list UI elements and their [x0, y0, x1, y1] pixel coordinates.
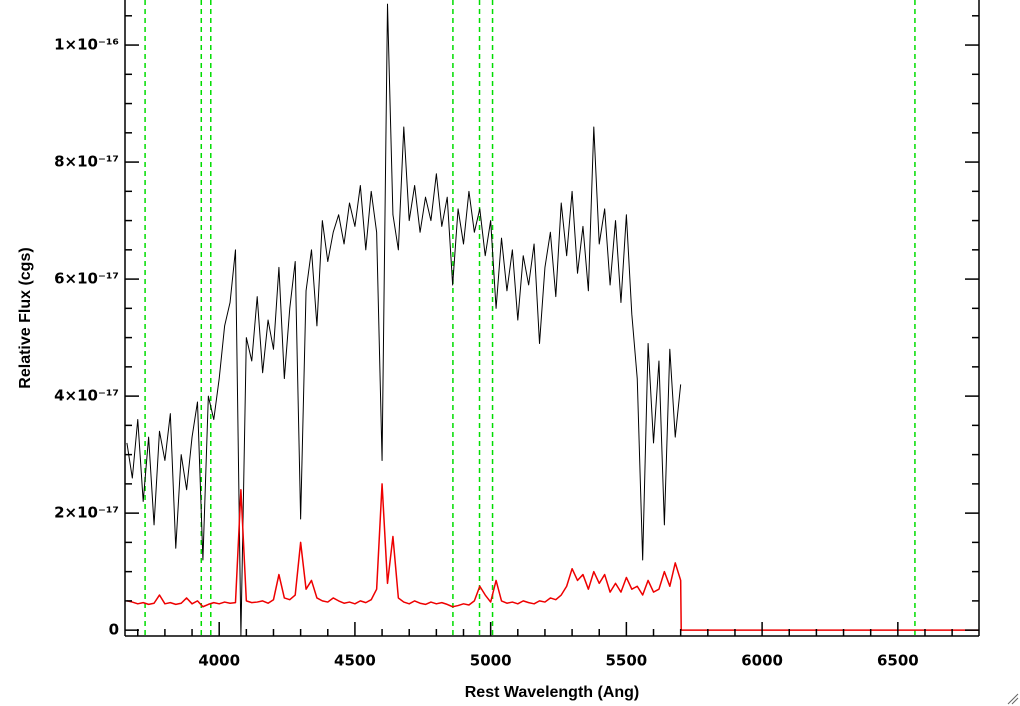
y-tick-label: 8×10⁻¹⁷: [54, 153, 119, 171]
x-tick-label: 6000: [741, 652, 783, 670]
resize-grip: [1007, 693, 1019, 705]
y-tick-label: 4×10⁻¹⁷: [54, 387, 119, 405]
x-tick-label: 5000: [470, 652, 512, 670]
x-tick-label: 4500: [334, 652, 376, 670]
x-tick-label: 4000: [198, 652, 240, 670]
y-tick-label: 0: [109, 621, 119, 639]
y-tick-label: 1×10⁻¹⁶: [54, 36, 119, 54]
x-tick-label: 6500: [877, 652, 919, 670]
spectrum-line: [126, 483, 979, 631]
y-tick-label: 2×10⁻¹⁷: [54, 504, 119, 522]
x-tick-label: 5500: [606, 652, 648, 670]
x-axis-label: Rest Wavelength (Ang): [465, 684, 640, 701]
y-axis-label: Relative Flux (cgs): [17, 247, 34, 388]
spectrum-line: [126, 3, 682, 637]
y-tick-label: 6×10⁻¹⁷: [54, 270, 119, 288]
